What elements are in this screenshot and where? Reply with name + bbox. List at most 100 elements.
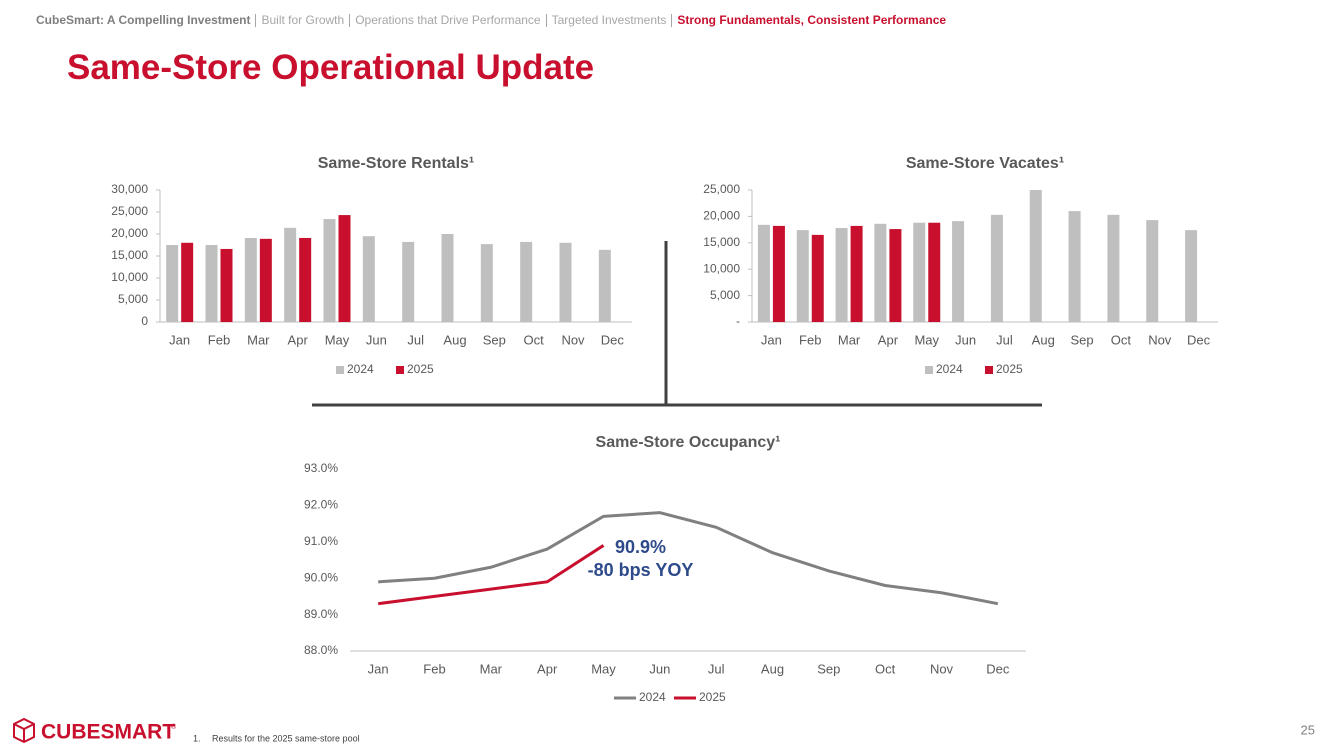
- x-tick-label: Dec: [1187, 332, 1211, 347]
- line-series: [378, 511, 999, 606]
- x-tick-label: Jul: [708, 661, 725, 676]
- logo-mark: ®: [171, 723, 177, 731]
- y-tick-label: 25,000: [703, 182, 740, 196]
- legend-swatch: [336, 366, 344, 374]
- x-tick-label: May: [325, 332, 350, 347]
- x-tick-label: Apr: [537, 661, 558, 676]
- y-tick-label: 0: [141, 314, 148, 328]
- x-tick-label: Nov: [561, 332, 585, 347]
- nav-item: Targeted Investments: [545, 14, 672, 27]
- bar: [874, 223, 887, 322]
- x-tick-label: Aug: [1032, 332, 1055, 347]
- y-tick-label: 88.0%: [304, 643, 338, 657]
- legend-label: 2025: [996, 362, 1023, 376]
- bar: [244, 237, 257, 322]
- bar: [323, 219, 336, 322]
- x-tick-label: Oct: [875, 661, 896, 676]
- x-tick-label: Jun: [649, 661, 670, 676]
- x-tick-label: Dec: [986, 661, 1010, 676]
- logo-icon: [13, 717, 35, 744]
- y-tick-label: 5,000: [710, 288, 740, 302]
- bar: [811, 234, 824, 322]
- bar: [1068, 211, 1081, 322]
- bar: [181, 242, 194, 322]
- x-tick-label: Jan: [761, 332, 782, 347]
- x-tick-label: Mar: [480, 661, 503, 676]
- y-tick-label: 20,000: [111, 226, 148, 240]
- x-tick-label: Sep: [483, 332, 506, 347]
- x-tick-label: Sep: [1071, 332, 1094, 347]
- y-tick-label: 90.0%: [304, 570, 338, 584]
- bar: [284, 227, 297, 322]
- y-tick-label: -: [736, 314, 740, 328]
- logo-text: CubeSmart: [41, 721, 175, 744]
- slide-title: Same-Store Operational Update: [67, 48, 595, 87]
- x-tick-label: Mar: [247, 332, 270, 347]
- y-tick-label: 89.0%: [304, 607, 338, 621]
- y-tick-label: 15,000: [703, 235, 740, 249]
- nav-item: Built for Growth: [255, 14, 349, 27]
- y-tick-label: 15,000: [111, 248, 148, 262]
- footnote: Results for the 2025 same-store pool: [212, 733, 360, 743]
- x-tick-label: Oct: [524, 332, 545, 347]
- x-tick-label: May: [914, 332, 939, 347]
- x-tick-label: Apr: [878, 332, 899, 347]
- x-tick-label: Feb: [423, 661, 445, 676]
- bar: [441, 234, 454, 322]
- bar: [520, 241, 533, 322]
- annotation: -80 bps YOY: [588, 560, 694, 580]
- legend-label: 2025: [407, 362, 434, 376]
- bar: [952, 221, 965, 322]
- y-tick-label: 10,000: [111, 270, 148, 284]
- x-tick-label: May: [591, 661, 616, 676]
- x-tick-label: Oct: [1111, 332, 1132, 347]
- footnote-number: 1.: [193, 733, 201, 743]
- bar: [166, 245, 179, 322]
- x-tick-label: Jan: [368, 661, 389, 676]
- bar: [889, 229, 902, 322]
- x-tick-label: Jun: [366, 332, 387, 347]
- bar: [299, 237, 312, 322]
- bar: [480, 244, 493, 322]
- legend-label: 2024: [639, 690, 666, 704]
- bar: [757, 224, 770, 322]
- x-tick-label: Nov: [930, 661, 954, 676]
- y-tick-label: 30,000: [111, 182, 148, 196]
- bar: [402, 241, 415, 322]
- x-tick-label: Mar: [838, 332, 861, 347]
- y-tick-label: 25,000: [111, 204, 148, 218]
- nav-item: CubeSmart: A Compelling Investment: [36, 13, 251, 27]
- legend-label: 2025: [699, 690, 726, 704]
- legend-label: 2024: [936, 362, 963, 376]
- bar: [220, 248, 233, 322]
- y-tick-label: 92.0%: [304, 498, 338, 512]
- bar: [990, 214, 1003, 322]
- bar: [205, 245, 218, 322]
- x-tick-label: Jul: [407, 332, 424, 347]
- legend-swatch: [925, 366, 933, 374]
- x-tick-label: Jun: [955, 332, 976, 347]
- bar: [362, 236, 375, 322]
- legend-label: 2024: [347, 362, 374, 376]
- bar: [1107, 214, 1120, 322]
- bar: [1146, 220, 1159, 322]
- bar: [559, 242, 572, 322]
- nav-item: Strong Fundamentals, Consistent Performa…: [671, 14, 951, 27]
- bar: [598, 249, 611, 322]
- breadcrumb-nav: CubeSmart: A Compelling Investment Built …: [36, 14, 951, 27]
- y-tick-label: 91.0%: [304, 534, 338, 548]
- chart-title: Same-Store Rentals¹: [318, 155, 475, 172]
- y-tick-label: 20,000: [703, 209, 740, 223]
- x-tick-label: Aug: [443, 332, 466, 347]
- x-tick-label: Jul: [996, 332, 1013, 347]
- bar: [1029, 190, 1042, 322]
- line-series: [377, 544, 605, 606]
- chart-title: Same-Store Vacates¹: [906, 155, 1064, 172]
- bar: [913, 222, 926, 322]
- x-tick-label: Feb: [208, 332, 230, 347]
- legend-swatch: [396, 366, 404, 374]
- page-number: 25: [1301, 722, 1315, 737]
- bar: [796, 230, 809, 322]
